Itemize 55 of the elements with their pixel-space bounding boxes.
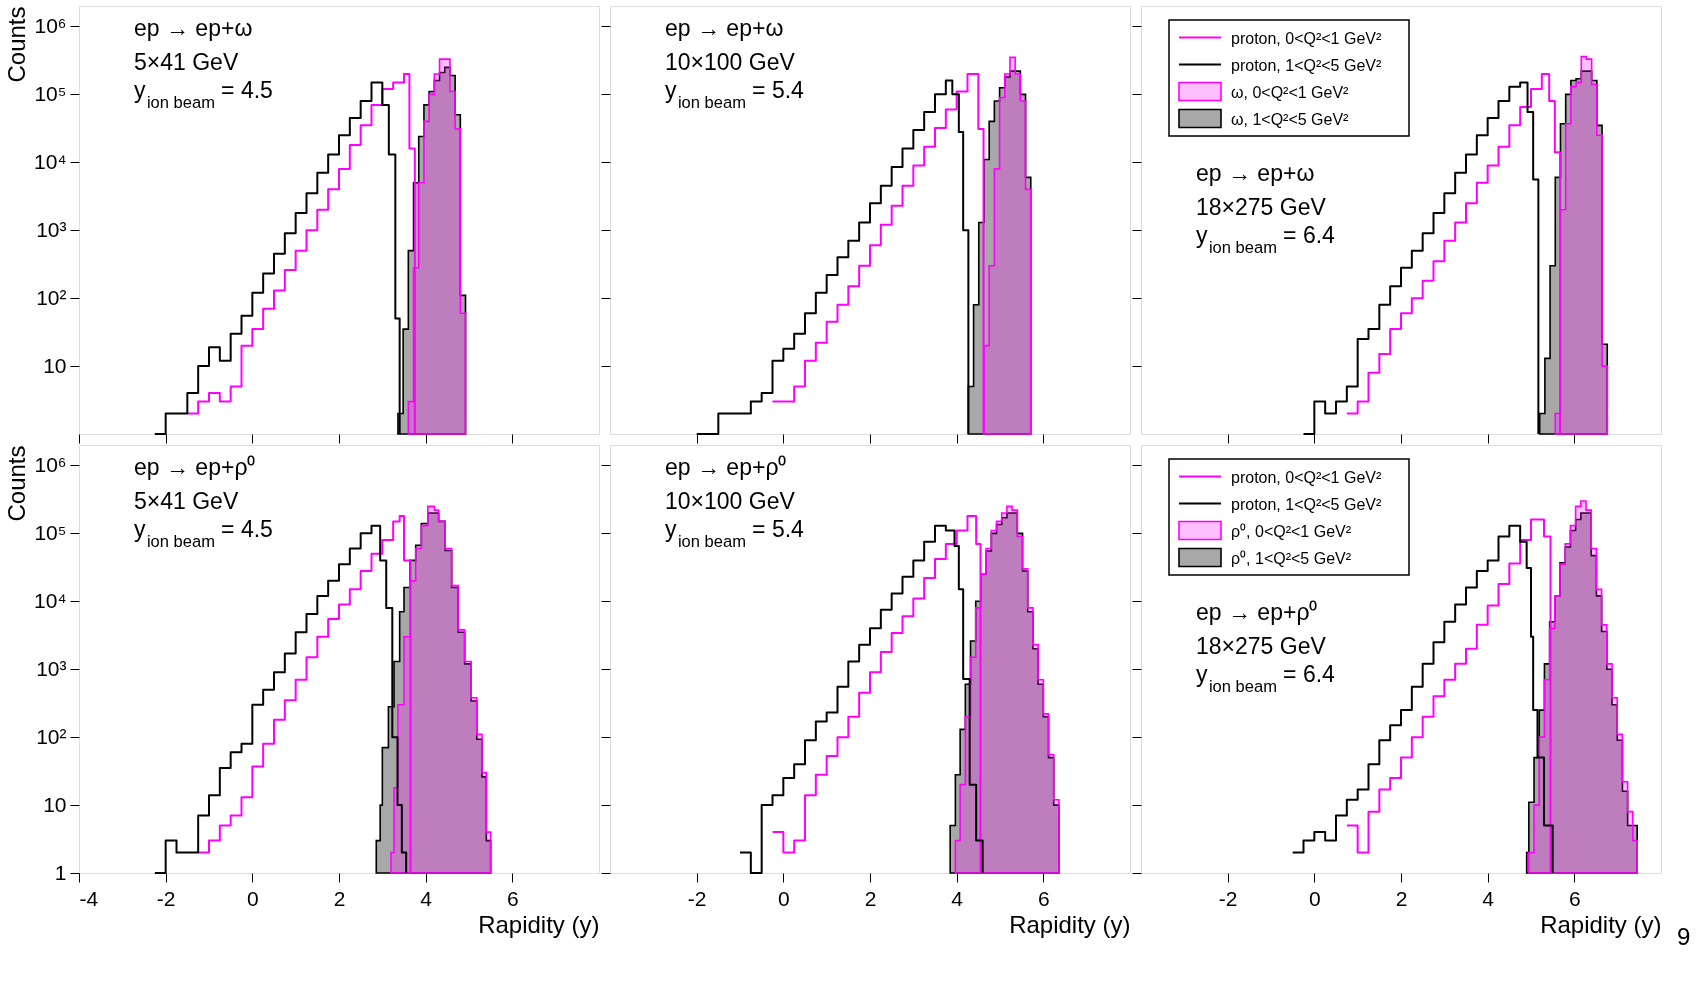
y-tick-label: 10³ (36, 217, 67, 241)
annotation: 18×275 GeV (1196, 194, 1327, 220)
legend-label: proton, 1<Q²<5 GeV² (1231, 495, 1382, 513)
y-tick-label: 10⁴ (34, 149, 67, 173)
y-tick-label: 10⁴ (34, 588, 67, 612)
legend-label: ρ⁰, 0<Q²<1 GeV² (1231, 522, 1352, 540)
y-tick-label: 10 (43, 792, 67, 816)
y-tick-label: 10² (36, 285, 67, 309)
x-tick-label: 6 (506, 886, 519, 910)
x-tick-label: -2 (687, 886, 707, 910)
annotation: 5×41 GeV (134, 49, 239, 75)
legend-label: ω, 0<Q²<1 GeV² (1231, 83, 1350, 101)
x-tick-label: 6 (1037, 886, 1050, 910)
x-tick-label: 0 (1308, 886, 1321, 910)
annotation: ep → ep+ρ⁰ (134, 454, 256, 480)
y-tick-label: 1 (54, 860, 67, 884)
text: 9 (1677, 923, 1691, 950)
annotation: ep → ep+ω (1196, 160, 1315, 186)
x-tick-label: 2 (1395, 886, 1408, 910)
x-tick-label: 4 (951, 886, 964, 910)
y-tick-label: 10⁶ (34, 13, 67, 37)
y-axis-title: Counts (3, 445, 31, 522)
y-tick-label: 10⁶ (34, 452, 67, 476)
x-axis-title: Rapidity (y) (1009, 910, 1131, 938)
y-tick-label: 10³ (36, 656, 67, 680)
x-tick-label: 2 (333, 886, 346, 910)
annotation: ep → ep+ρ⁰ (1196, 599, 1318, 625)
x-tick-label: 6 (1568, 886, 1581, 910)
y-axis-title: Counts (3, 6, 31, 83)
y-tick-label: 10⁵ (34, 520, 67, 544)
legend-label: ω, 1<Q²<5 GeV² (1231, 110, 1350, 128)
x-tick-label: -4 (79, 886, 99, 910)
annotation: 10×100 GeV (665, 488, 796, 514)
annotation: ep → ep+ρ⁰ (665, 454, 787, 480)
annotation: 5×41 GeV (134, 488, 239, 514)
annotation: 10×100 GeV (665, 49, 796, 75)
annotation: ep → ep+ω (134, 15, 253, 41)
y-tick-label: 10⁵ (34, 81, 67, 105)
x-tick-label: 4 (1482, 886, 1495, 910)
x-tick-label: 4 (420, 886, 433, 910)
annotation: ep → ep+ω (665, 15, 784, 41)
annotation: 18×275 GeV (1196, 633, 1327, 659)
x-tick-label: -2 (1218, 886, 1238, 910)
x-tick-label: -2 (156, 886, 176, 910)
x-axis-title: Rapidity (y) (478, 910, 600, 938)
x-axis-title: Rapidity (y) (1540, 910, 1662, 938)
x-tick-label: 2 (864, 886, 877, 910)
x-tick-label: 0 (777, 886, 790, 910)
y-tick-label: 10 (43, 353, 67, 377)
x-tick-label: 0 (246, 886, 259, 910)
legend-label: proton, 0<Q²<1 GeV² (1231, 468, 1382, 486)
legend-label: ρ⁰, 1<Q²<5 GeV² (1231, 549, 1352, 567)
legend-label: proton, 1<Q²<5 GeV² (1231, 56, 1382, 74)
y-tick-label: 10² (36, 724, 67, 748)
legend-label: proton, 0<Q²<1 GeV² (1231, 29, 1382, 47)
